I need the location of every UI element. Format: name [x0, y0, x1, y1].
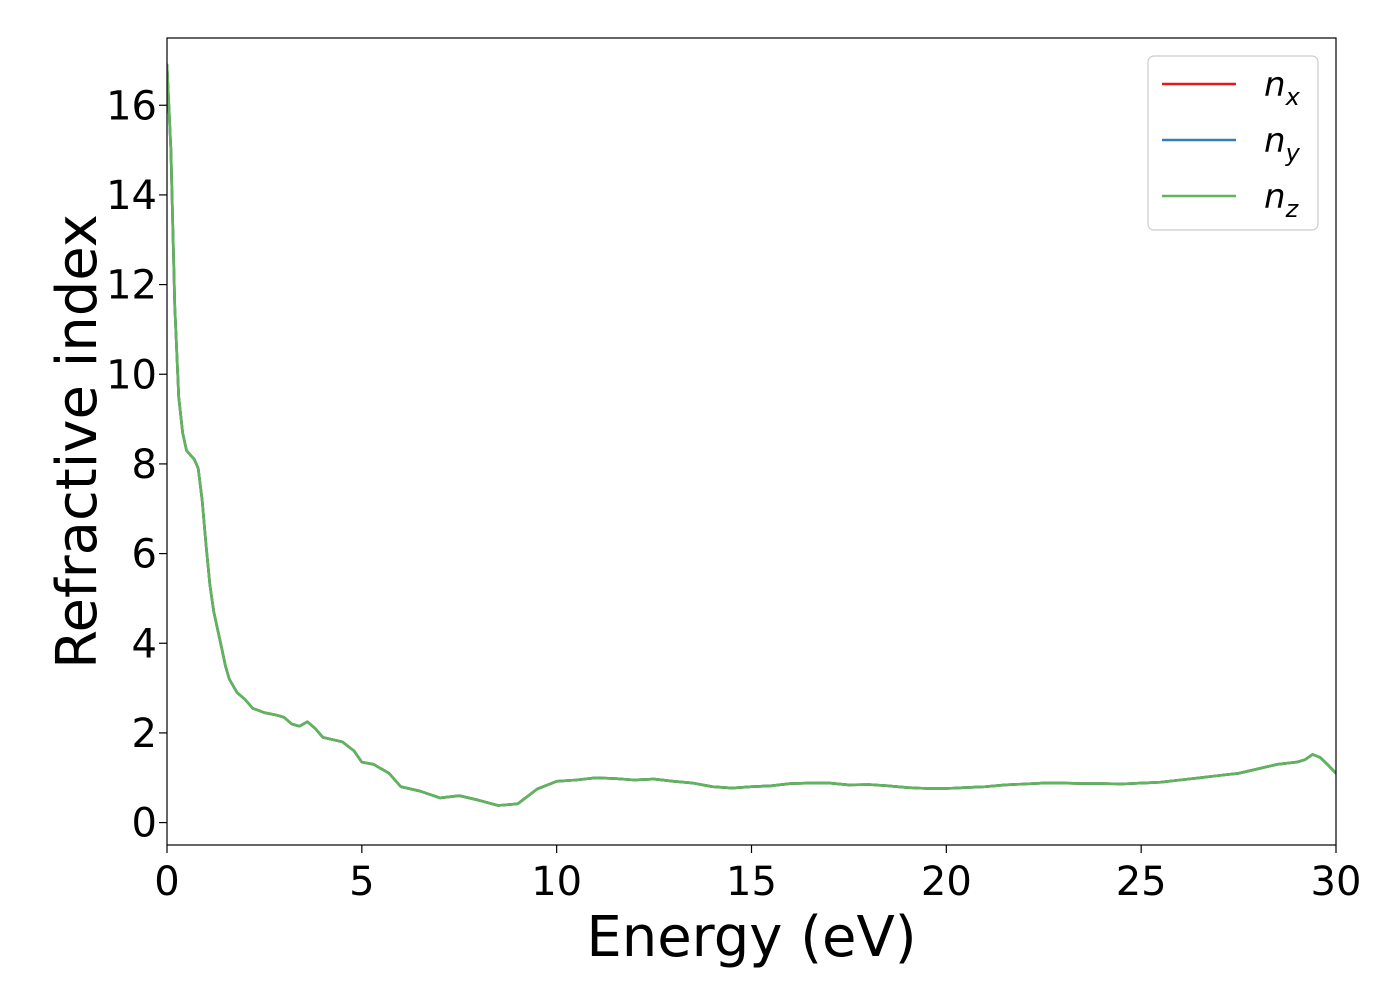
series-layer [167, 63, 1336, 807]
legend-label-n-y: ny [1264, 121, 1301, 167]
y-tick-label: 2 [132, 711, 157, 757]
legend-label-main: n [1264, 121, 1286, 161]
legend-label-main: n [1264, 65, 1286, 105]
y-tick-label: 16 [106, 83, 157, 129]
x-tick-label: 0 [154, 859, 179, 905]
y-tick-label: 10 [106, 352, 157, 398]
series-line-n-z [167, 63, 1336, 807]
x-axis-title: Energy (eV) [586, 905, 916, 970]
legend-label-subscript: x [1285, 83, 1301, 111]
y-tick-label: 14 [106, 173, 157, 219]
legend-label-n-z: nz [1264, 177, 1300, 223]
x-tick-label: 5 [349, 859, 374, 905]
y-tick-label: 6 [132, 532, 157, 578]
y-tick-label: 8 [132, 442, 157, 488]
y-axis: 0 2 4 6 8 10 12 14 16 [106, 83, 167, 847]
x-tick-label: 15 [726, 859, 777, 905]
x-tick-label: 10 [531, 859, 582, 905]
x-tick-label: 30 [1311, 859, 1362, 905]
y-axis-title: Refractive index [45, 214, 110, 669]
y-tick-label: 0 [132, 801, 157, 847]
y-tick-label: 12 [106, 263, 157, 309]
legend-label-main: n [1264, 177, 1286, 217]
legend-label-n-x: nx [1264, 65, 1301, 111]
legend-label-subscript: z [1285, 195, 1300, 223]
y-tick-label: 4 [132, 621, 157, 667]
x-tick-label: 20 [921, 859, 972, 905]
x-tick-label: 25 [1116, 859, 1167, 905]
x-axis: 0 5 10 15 20 25 30 [154, 845, 1361, 905]
legend-box [1147, 55, 1319, 231]
legend-label-subscript: y [1285, 139, 1301, 167]
